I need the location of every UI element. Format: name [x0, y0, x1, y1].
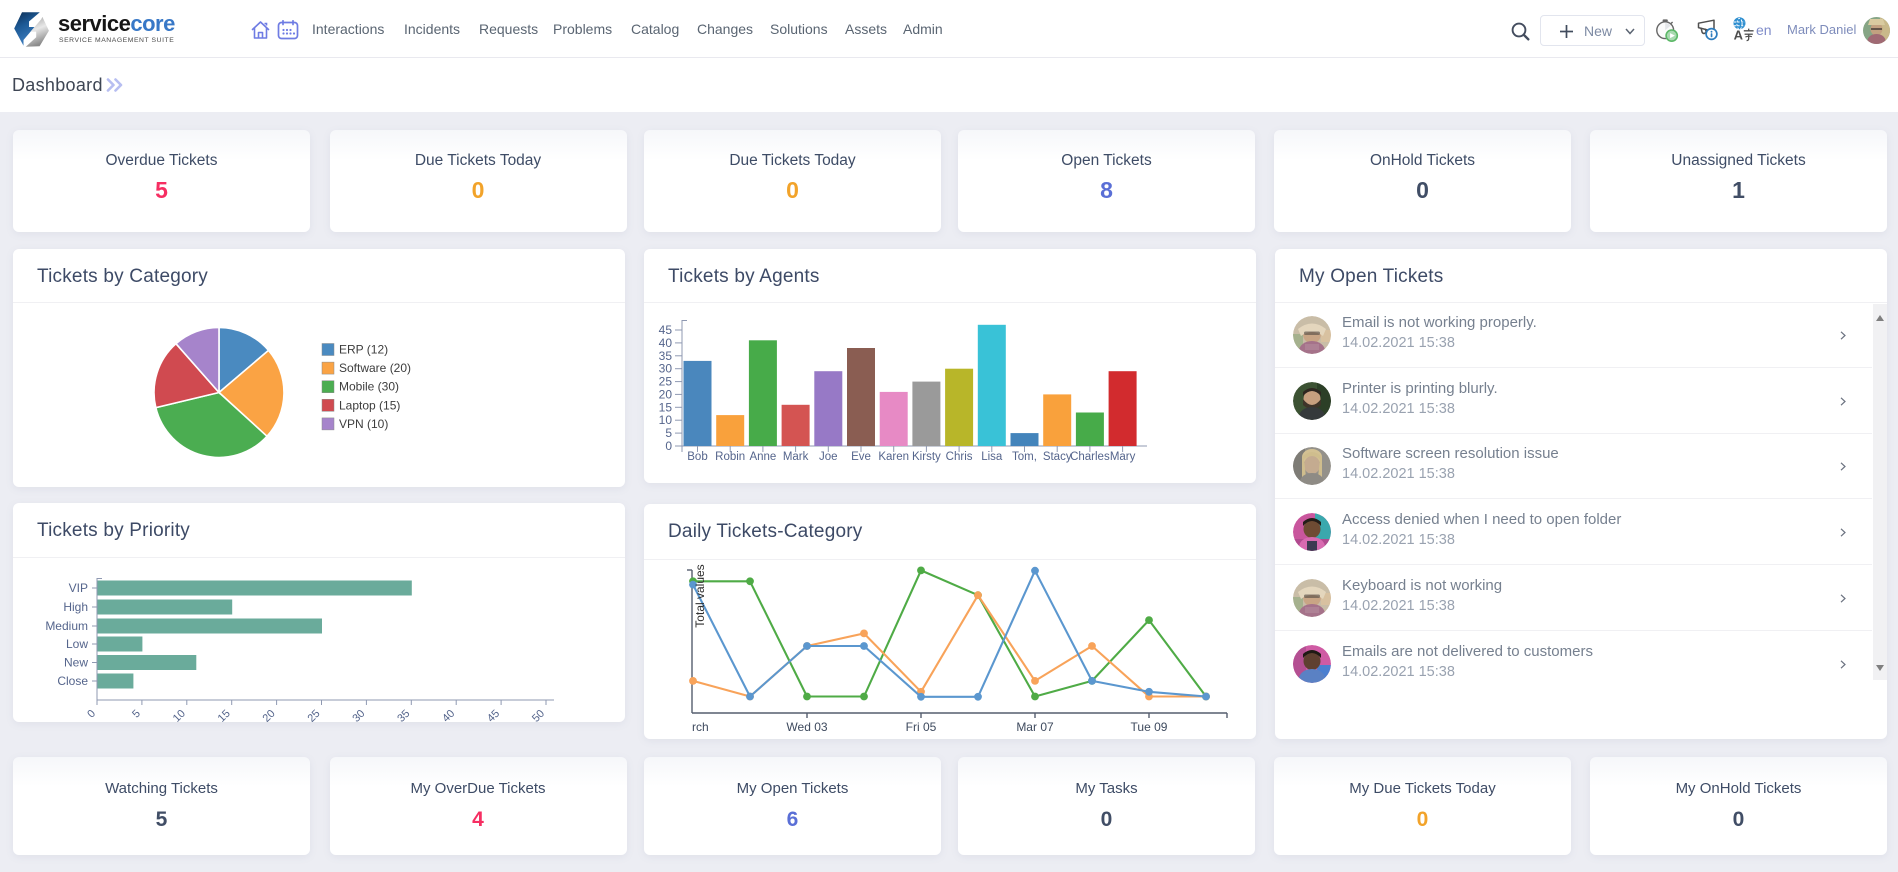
svg-text:ERP (12): ERP (12) [339, 343, 388, 357]
svg-text:15: 15 [659, 400, 673, 414]
svg-text:Mar 07: Mar 07 [1016, 720, 1054, 734]
svg-text:Anne: Anne [749, 451, 776, 463]
svg-text:Eve: Eve [851, 451, 871, 463]
svg-text:Wed 03: Wed 03 [786, 720, 827, 734]
svg-text:New: New [64, 656, 88, 670]
svg-text:45: 45 [485, 708, 502, 722]
svg-text:35: 35 [659, 349, 673, 363]
svg-text:Robin: Robin [715, 451, 745, 463]
svg-text:Software (20): Software (20) [339, 361, 411, 375]
svg-text:5: 5 [665, 426, 672, 440]
svg-text:High: High [63, 600, 88, 614]
svg-text:10: 10 [171, 708, 188, 722]
svg-text:Stacy: Stacy [1043, 451, 1072, 463]
svg-text:rch: rch [692, 720, 709, 734]
svg-text:30: 30 [350, 708, 367, 722]
svg-text:0: 0 [85, 708, 98, 721]
svg-text:20: 20 [261, 708, 278, 722]
svg-text:A: A [1734, 28, 1744, 43]
svg-text:40: 40 [659, 336, 673, 350]
svg-text:10: 10 [659, 413, 673, 427]
svg-text:25: 25 [305, 708, 322, 722]
svg-text:30: 30 [659, 362, 673, 376]
svg-text:Chris: Chris [946, 451, 973, 463]
svg-text:Lisa: Lisa [981, 451, 1003, 463]
svg-text:Joe: Joe [819, 451, 838, 463]
svg-text:45: 45 [659, 323, 673, 337]
svg-text:Laptop (15): Laptop (15) [339, 398, 400, 412]
svg-text:Total values: Total values [693, 564, 707, 627]
svg-text:35: 35 [395, 708, 412, 722]
svg-text:Close: Close [57, 674, 88, 688]
svg-text:25: 25 [659, 375, 673, 389]
svg-text:40: 40 [440, 708, 457, 722]
svg-text:Mary: Mary [1110, 451, 1136, 463]
svg-text:Kirsty: Kirsty [912, 451, 941, 463]
svg-text:Tue 09: Tue 09 [1131, 720, 1168, 734]
svg-text:Low: Low [66, 637, 88, 651]
svg-text:15: 15 [216, 708, 233, 722]
svg-text:Medium: Medium [45, 619, 88, 633]
svg-text:20: 20 [659, 387, 673, 401]
svg-text:0: 0 [665, 439, 672, 453]
svg-text:VIP: VIP [69, 581, 88, 595]
svg-text:Charles: Charles [1070, 451, 1110, 463]
svg-text:VPN (10): VPN (10) [339, 417, 388, 431]
svg-text:5: 5 [130, 708, 143, 721]
svg-text:Karen: Karen [878, 451, 909, 463]
svg-text:Mark: Mark [783, 451, 809, 463]
svg-text:Bob: Bob [687, 451, 707, 463]
svg-text:50: 50 [530, 708, 547, 722]
svg-text:Fri 05: Fri 05 [906, 720, 937, 734]
svg-text:Mobile (30): Mobile (30) [339, 380, 399, 394]
svg-text:Tom,: Tom, [1012, 451, 1037, 463]
